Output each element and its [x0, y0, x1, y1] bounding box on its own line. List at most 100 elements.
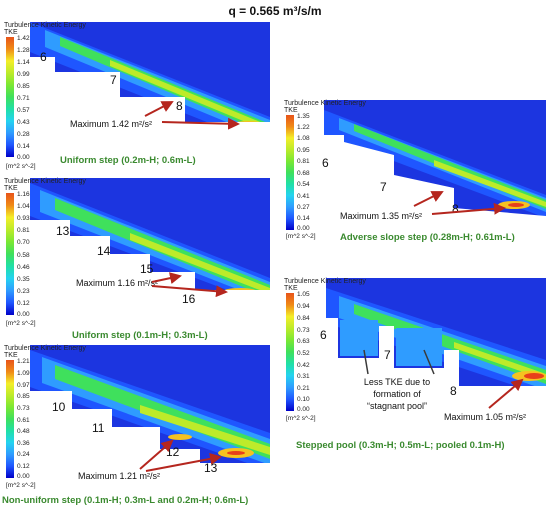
- annotation-arrows: [151, 272, 228, 298]
- tick-label: 0.12: [17, 300, 30, 307]
- step-label: 8: [176, 99, 183, 113]
- tick-label: 0.14: [17, 143, 30, 150]
- tick-label: 0.00: [17, 154, 30, 161]
- tick-label: 0.85: [17, 83, 30, 90]
- annotation-arrows: [144, 101, 240, 130]
- step-label: 6: [40, 50, 47, 64]
- tick-label: 0.99: [17, 71, 30, 78]
- step-label: 7: [384, 348, 391, 362]
- tick-label: 0.71: [17, 95, 30, 102]
- colorbar: [286, 115, 294, 230]
- step-label: 14: [97, 244, 111, 258]
- colorbar: [286, 293, 294, 411]
- step-label: 15: [140, 262, 154, 276]
- tick-label: 0.10: [297, 396, 310, 403]
- caption: Non-uniform step (0.1m-H; 0.3m-L and 0.2…: [2, 495, 249, 506]
- tick-label: 1.14: [17, 59, 30, 66]
- tick-label: 0.81: [297, 158, 310, 165]
- legend-title: Turbulence Kinetic Energy: [284, 278, 366, 285]
- annotation-arrows: [413, 191, 506, 215]
- step-label: 8: [450, 384, 457, 398]
- tick-label: 0.73: [297, 327, 310, 334]
- legend-unit: [m^2 s^-2]: [286, 233, 316, 240]
- caption: Uniform step (0.2m-H; 0.6m-L): [60, 155, 196, 166]
- tick-label: 0.54: [297, 181, 310, 188]
- tke-contour-field: [30, 22, 270, 172]
- discharge-title: q = 0.565 m³/s/m: [228, 4, 322, 18]
- step-label: 6: [320, 328, 327, 342]
- step-label: 8: [452, 202, 459, 216]
- legend-unit: [m^2 s^-2]: [6, 482, 36, 489]
- tick-label: 0.52: [297, 350, 310, 357]
- tick-label: 0.41: [297, 193, 310, 200]
- tick-label: 1.28: [17, 47, 30, 54]
- step-label: 6: [322, 156, 329, 170]
- tick-label: 0.42: [297, 362, 310, 369]
- tick-label: 0.31: [297, 373, 310, 380]
- panel-stepped-pool: Turbulence Kinetic Energy TKE 1.05 0.94 …: [284, 278, 546, 433]
- caption: Uniform step (0.1m-H; 0.3m-L): [72, 330, 208, 341]
- tick-label: 0.94: [297, 303, 310, 310]
- tick-label: 0.36: [17, 440, 30, 447]
- panel-uniform-step-0.2: Turbulence Kinetic Energy TKE 1.42 1.28 …: [0, 22, 270, 172]
- tick-label: 0.57: [17, 107, 30, 114]
- tick-label: 0.93: [17, 215, 30, 222]
- tick-label: 1.16: [17, 191, 30, 198]
- legend-unit: [m^2 s^-2]: [286, 415, 316, 422]
- tick-label: 1.35: [297, 113, 310, 120]
- tick-label: 0.97: [17, 382, 30, 389]
- tick-label: 0.14: [297, 215, 310, 222]
- tick-label: 0.70: [17, 239, 30, 246]
- tke-contour-field: [324, 100, 546, 240]
- tick-label: 0.73: [17, 405, 30, 412]
- tick-label: 1.05: [297, 291, 310, 298]
- legend-title: Turbulence Kinetic Energy: [4, 22, 86, 29]
- legend-label: TKE: [4, 352, 18, 359]
- tick-label: 0.46: [17, 264, 30, 271]
- colorbar: [6, 37, 14, 157]
- colorbar: [6, 360, 14, 478]
- tke-contour-field: [30, 178, 270, 330]
- legend-label: TKE: [4, 29, 18, 36]
- tick-label: 0.68: [297, 170, 310, 177]
- tke-contour-field: [30, 345, 270, 493]
- tick-label: 0.27: [297, 204, 310, 211]
- step-label: 16: [182, 292, 196, 306]
- max-tke-annotation: Maximum 1.21 m²/s²: [78, 471, 161, 481]
- panel-non-uniform-step: Turbulence Kinetic Energy TKE 1.21 1.09 …: [0, 345, 270, 493]
- note-line: “stagnant pool”: [366, 401, 428, 411]
- panel-adverse-slope-step: Turbulence Kinetic Energy TKE 1.35 1.22 …: [284, 100, 546, 240]
- tick-label: 0.95: [297, 147, 310, 154]
- step-label: 10: [52, 400, 66, 414]
- tick-label: 0.58: [17, 252, 30, 259]
- tick-label: 0.81: [17, 227, 30, 234]
- caption: Stepped pool (0.3m-H; 0.5m-L; pooled 0.1…: [296, 440, 505, 451]
- tick-label: 1.09: [17, 370, 30, 377]
- tick-label: 0.00: [297, 225, 310, 232]
- legend-label: TKE: [284, 285, 298, 292]
- max-tke-annotation: Maximum 1.42 m²/s²: [70, 119, 153, 129]
- step-label: 7: [110, 73, 117, 87]
- legend-unit: [m^2 s^-2]: [6, 320, 36, 327]
- tick-label: 0.61: [17, 417, 30, 424]
- max-tke-annotation: Maximum 1.35 m²/s²: [340, 211, 423, 221]
- tick-label: 0.43: [17, 119, 30, 126]
- max-tke-annotation: Maximum 1.16 m²/s²: [76, 278, 159, 288]
- legend-title: Turbulence Kinetic Energy: [284, 100, 366, 107]
- annotation-arrows: [139, 439, 222, 472]
- stagnant-pool-note: Less TKE due to formation of “stagnant p…: [354, 376, 440, 412]
- tick-label: 0.85: [17, 393, 30, 400]
- tick-label: 0.12: [17, 463, 30, 470]
- tke-contour-field: [326, 278, 546, 433]
- tick-label: 0.21: [297, 385, 310, 392]
- tick-label: 0.48: [17, 428, 30, 435]
- tick-label: 1.08: [297, 135, 310, 142]
- tick-label: 0.28: [17, 131, 30, 138]
- tick-label: 1.22: [297, 124, 310, 131]
- tick-label: 0.00: [17, 473, 30, 480]
- tick-label: 0.63: [297, 338, 310, 345]
- note-line: formation of: [373, 389, 421, 399]
- note-line: Less TKE due to: [363, 377, 431, 387]
- caption: Adverse slope step (0.28m-H; 0.61m-L): [340, 232, 515, 243]
- tick-label: 0.84: [297, 315, 310, 322]
